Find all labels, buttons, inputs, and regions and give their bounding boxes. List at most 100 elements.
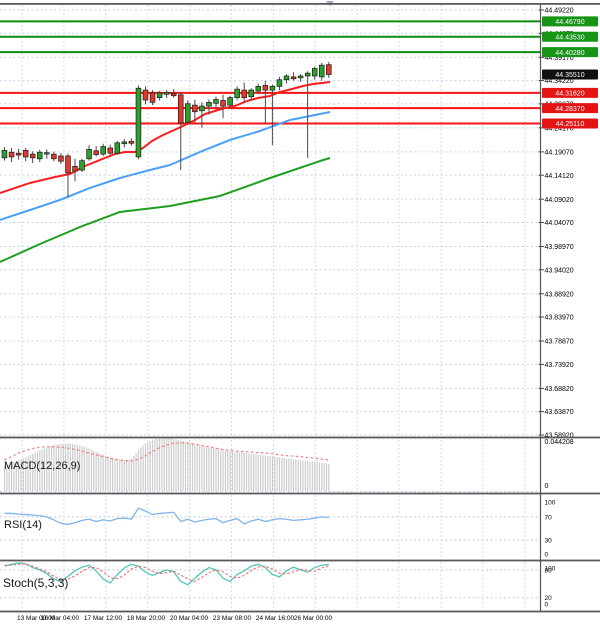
candle-body [311,68,318,77]
candle-body [269,85,276,91]
date-tick-label: 17 Mar 12:00 [84,615,123,622]
candle-body [100,146,106,155]
candle-body [234,88,240,98]
price-tick-label: 43.98970 [545,244,574,251]
price-tick-label: 44.49220 [545,8,574,15]
candle-body [227,97,233,106]
candle-body [29,153,36,159]
slow-green-ma-line [0,157,331,263]
candle-body [107,147,113,154]
candle-body [290,76,297,80]
candle-body [72,165,78,172]
rsi-tick-label: 100 [545,500,556,507]
candle-body [220,100,226,107]
stoch-k-line [4,562,329,586]
candle-body [326,64,332,75]
candle-body [128,141,135,144]
stoch-tick-label: 80 [545,567,553,574]
candle-body [262,85,269,91]
panel-border [0,492,600,495]
price-badge [542,118,598,129]
price-tick-label: 44.39170 [545,55,574,62]
date-tick-label: 18 Mar 20:00 [127,615,166,622]
candle-body [163,92,170,95]
macd-min-label: 0 [545,483,549,490]
stoch-tick-label: 0 [545,602,549,609]
candle-body [22,149,29,158]
price-badge [542,69,598,80]
candle-body [149,92,156,103]
date-tick-label: 16 Mar 04:00 [41,615,80,622]
panel-border [0,436,600,439]
candle-body [142,89,149,101]
panel-border [0,3,600,5]
candle-body [8,151,15,158]
candle-body [185,103,191,123]
price-badge-label: 44.25110 [556,121,585,128]
candle-body [36,151,43,160]
candle-body [283,75,290,81]
rsi-line [4,507,329,526]
candle-body [199,105,205,112]
candle-body [156,92,163,98]
candle-body [135,87,142,158]
candle-body [65,155,71,174]
candle-body [255,85,262,92]
candle-body [79,160,85,171]
price-tick-label: 43.58920 [545,433,574,440]
price-tick-label: 44.14120 [545,173,574,180]
stoch-tick-label: 100 [545,566,556,573]
price-tick-label: 43.83970 [545,315,574,322]
mid-blue-ma-line [0,110,331,221]
price-tick-label: 43.94020 [545,267,574,274]
price-badge [542,31,598,42]
candle-body [1,149,8,159]
price-badge [542,103,598,114]
candle-body [213,99,219,104]
price-badge-label: 44.43530 [555,34,584,41]
candle-body [93,150,99,155]
price-badge [542,16,598,27]
candle-body [206,101,212,107]
candle-body [241,89,247,98]
price-tick-label: 44.09020 [545,197,574,204]
panel-border [0,610,600,613]
rsi-tick-label: 30 [545,538,553,545]
rsi-tick-label: 0 [545,552,549,559]
price-tick-label: 43.78870 [545,339,574,346]
rsi-tick-label: 70 [545,514,553,521]
price-tick-label: 43.73920 [545,362,574,369]
price-badge-label: 44.46790 [555,19,584,26]
candle-body [276,79,283,87]
stoch-tick-label: 20 [545,595,553,602]
price-tick-label: 43.63870 [545,409,574,416]
candle-body [304,72,311,77]
price-badge-label: 44.40280 [555,50,584,57]
price-tick-label: 43.88920 [545,291,574,298]
candle-body [121,141,128,145]
price-tick-label: 44.34220 [545,78,574,85]
price-badge [542,47,598,58]
candle-body [58,155,64,162]
candle-body [319,64,325,78]
panel-border [0,559,600,562]
price-tick-label: 44.19070 [545,149,574,156]
candle-body [297,75,304,79]
price-badge [542,87,598,98]
candle-body [178,94,184,124]
price-tick-label: 43.68820 [545,386,574,393]
price-tick-label: 44.04070 [545,220,574,227]
candle-body [192,104,198,113]
date-tick-label: 13 Mar 00:00 [17,615,56,622]
candle-body [15,152,22,156]
price-badge-label: 44.28370 [555,106,584,113]
macd-max-label: 0.044208 [545,439,574,446]
date-tick-label: 23 Mar 08:00 [213,615,252,622]
date-tick-label: 26 Mar 00:00 [294,615,333,622]
fast-red-ma-line [0,81,331,194]
date-tick-label: 24 Mar 16:00 [256,615,295,622]
stoch-d-line [4,563,329,583]
candle-body [248,89,255,98]
